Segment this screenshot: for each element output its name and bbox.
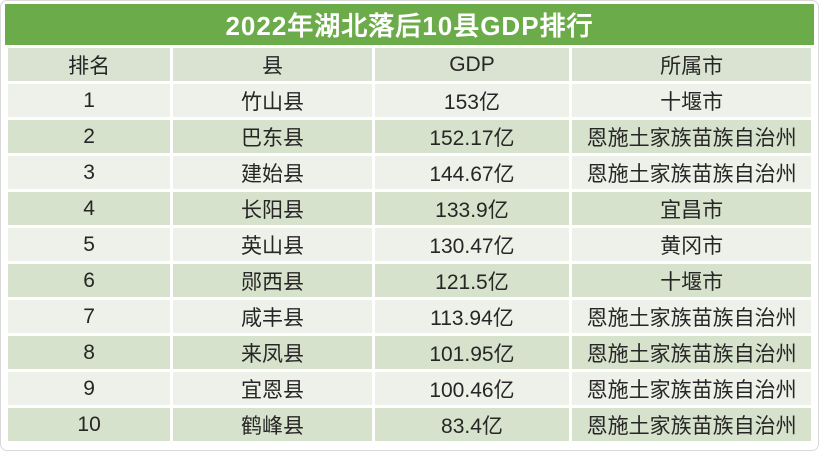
county-cell: 建始县	[170, 153, 375, 192]
gdp-cell: 121.5亿	[371, 261, 573, 300]
rank-cell: 2	[4, 117, 174, 156]
city-cell: 恩施土家族苗族自治州	[569, 297, 814, 336]
table-row: 10 鹤峰县 83.4亿 恩施土家族苗族自治州	[4, 405, 814, 444]
city-cell: 恩施土家族苗族自治州	[569, 117, 814, 156]
table-row: 1 竹山县 153亿 十堰市	[4, 81, 814, 120]
column-header-county: 县	[170, 45, 375, 84]
rank-cell: 3	[4, 153, 174, 192]
table-row: 2 巴东县 152.17亿 恩施土家族苗族自治州	[4, 117, 814, 156]
table-row: 4 长阳县 133.9亿 宜昌市	[4, 189, 814, 228]
gdp-cell: 153亿	[371, 81, 573, 120]
gdp-cell: 83.4亿	[371, 405, 573, 444]
county-cell: 长阳县	[170, 189, 375, 228]
gdp-cell: 130.47亿	[371, 225, 573, 264]
rank-cell: 6	[4, 261, 174, 300]
gdp-cell: 101.95亿	[371, 333, 573, 372]
rank-cell: 4	[4, 189, 174, 228]
county-cell: 来凤县	[170, 333, 375, 372]
table-row: 5 英山县 130.47亿 黄冈市	[4, 225, 814, 264]
county-cell: 咸丰县	[170, 297, 375, 336]
city-cell: 十堰市	[569, 81, 814, 120]
city-cell: 恩施土家族苗族自治州	[569, 153, 814, 192]
table-row: 8 来凤县 101.95亿 恩施土家族苗族自治州	[4, 333, 814, 372]
table-row: 6 郧西县 121.5亿 十堰市	[4, 261, 814, 300]
rank-cell: 10	[4, 405, 174, 444]
rank-cell: 5	[4, 225, 174, 264]
county-cell: 英山县	[170, 225, 375, 264]
gdp-cell: 100.46亿	[371, 369, 573, 408]
city-cell: 黄冈市	[569, 225, 814, 264]
county-cell: 郧西县	[170, 261, 375, 300]
header-row: 排名 县 GDP 所属市	[4, 45, 814, 84]
page-title: 2022年湖北落后10县GDP排行	[5, 4, 814, 45]
city-cell: 宜昌市	[569, 189, 814, 228]
table-row: 7 咸丰县 113.94亿 恩施土家族苗族自治州	[4, 297, 814, 336]
table-row: 9 宜恩县 100.46亿 恩施土家族苗族自治州	[4, 369, 814, 408]
county-cell: 鹤峰县	[170, 405, 375, 444]
rank-cell: 9	[4, 369, 174, 408]
city-cell: 恩施土家族苗族自治州	[569, 333, 814, 372]
gdp-ranking-table: 排名 县 GDP 所属市 1 竹山县 153亿 十堰市 2 巴东县 152.17…	[4, 45, 814, 444]
city-cell: 恩施土家族苗族自治州	[569, 405, 814, 444]
gdp-cell: 113.94亿	[371, 297, 573, 336]
column-header-gdp: GDP	[371, 45, 573, 84]
rank-cell: 8	[4, 333, 174, 372]
gdp-cell: 133.9亿	[371, 189, 573, 228]
rank-cell: 1	[4, 81, 174, 120]
county-cell: 竹山县	[170, 81, 375, 120]
gdp-cell: 152.17亿	[371, 117, 573, 156]
city-cell: 十堰市	[569, 261, 814, 300]
gdp-cell: 144.67亿	[371, 153, 573, 192]
column-header-city: 所属市	[569, 45, 814, 84]
column-header-rank: 排名	[4, 45, 174, 84]
table-row: 3 建始县 144.67亿 恩施土家族苗族自治州	[4, 153, 814, 192]
county-cell: 巴东县	[170, 117, 375, 156]
rank-cell: 7	[4, 297, 174, 336]
city-cell: 恩施土家族苗族自治州	[569, 369, 814, 408]
county-cell: 宜恩县	[170, 369, 375, 408]
